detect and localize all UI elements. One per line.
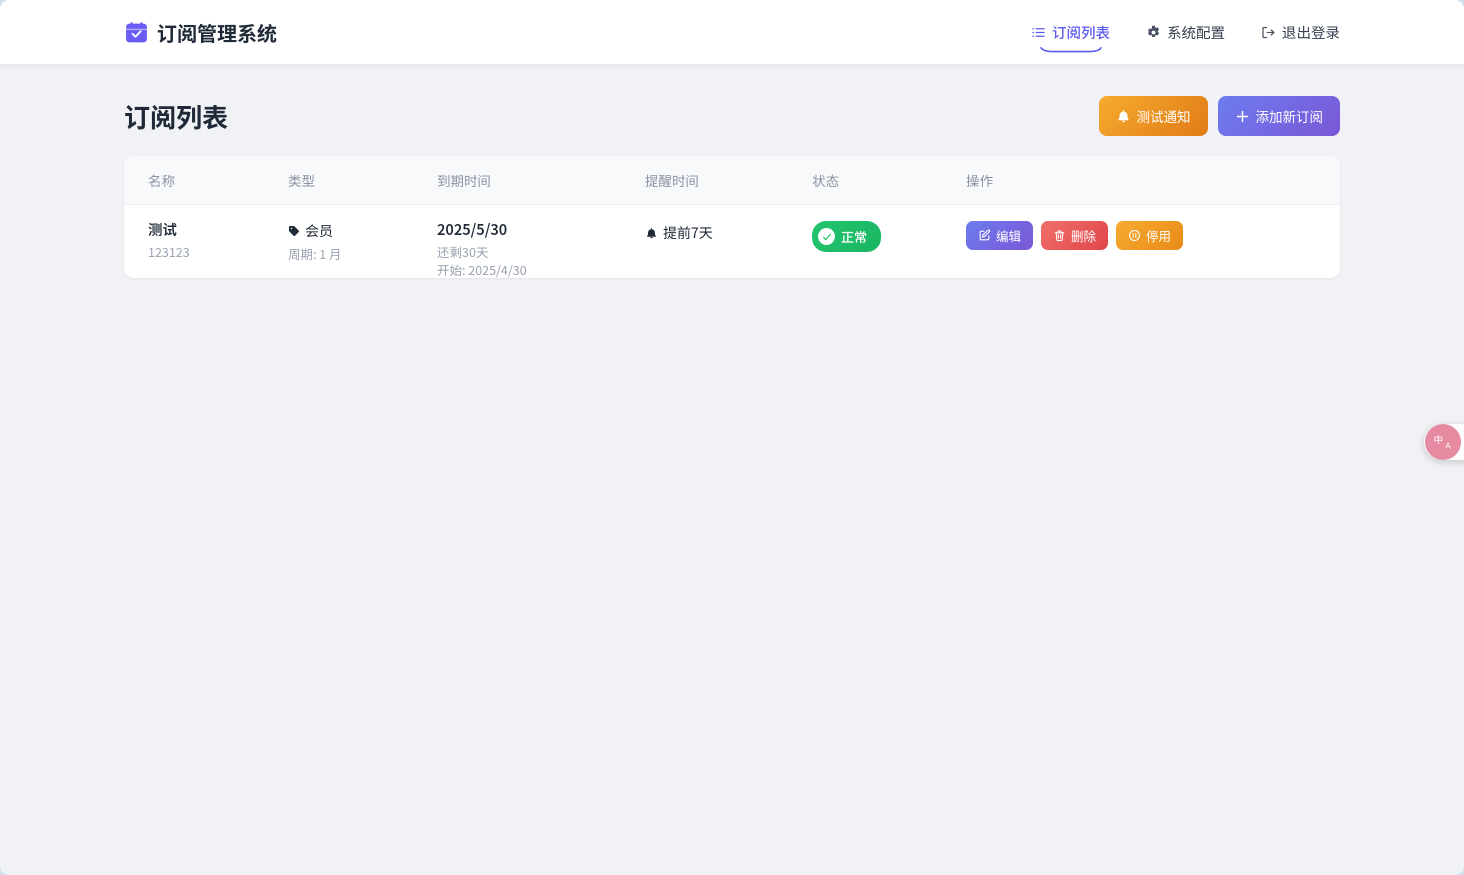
svg-text:中: 中 [1433,432,1443,446]
svg-text:A: A [1445,440,1451,450]
